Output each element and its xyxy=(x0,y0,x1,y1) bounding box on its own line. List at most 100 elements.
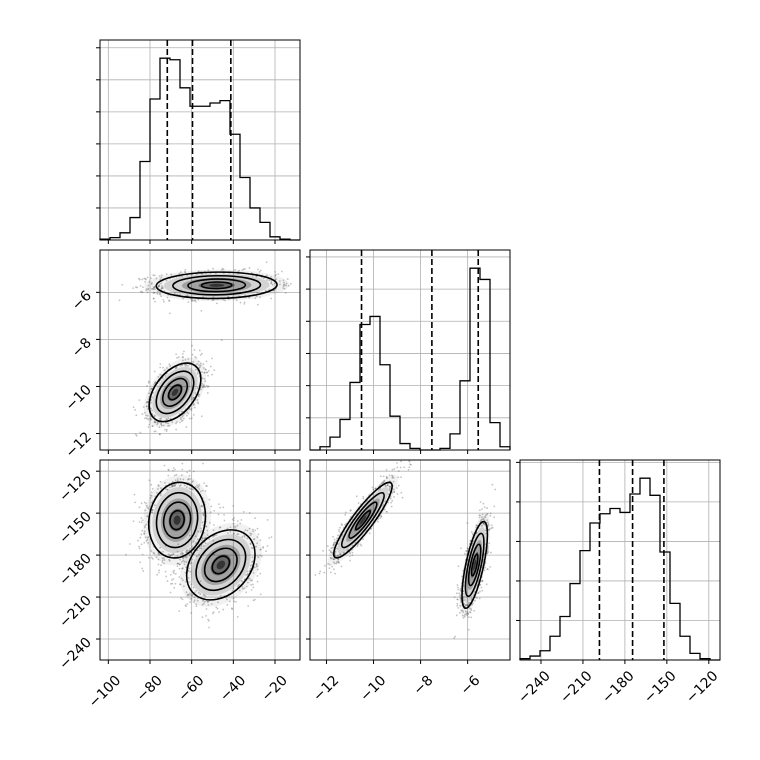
scatter-point xyxy=(486,568,489,571)
scatter-point xyxy=(197,360,200,363)
scatter-point xyxy=(198,488,201,490)
scatter-point xyxy=(192,404,195,406)
contour-line xyxy=(185,529,256,601)
scatter-point xyxy=(201,616,204,619)
scatter-point xyxy=(200,309,203,312)
scatter-point xyxy=(147,284,150,287)
scatter-point xyxy=(168,424,171,427)
scatter-point xyxy=(262,277,265,280)
scatter-point xyxy=(257,268,259,271)
scatter-point xyxy=(215,534,218,537)
scatter-point xyxy=(392,480,395,483)
scatter-point xyxy=(158,554,161,556)
scatter-point xyxy=(286,278,289,280)
contour-line xyxy=(461,520,489,610)
scatter-point xyxy=(179,558,182,561)
scatter-point xyxy=(197,370,199,373)
scatter-point xyxy=(191,593,194,596)
scatter-point xyxy=(368,532,371,535)
scatter-point xyxy=(204,368,207,371)
scatter-point xyxy=(140,533,143,536)
scatter-point xyxy=(167,488,169,491)
scatter-point xyxy=(248,577,251,580)
scatter-point xyxy=(259,296,261,299)
scatter-point xyxy=(455,592,458,595)
scatter-point xyxy=(192,360,195,363)
scatter-point xyxy=(378,488,381,491)
scatter-point xyxy=(159,546,162,549)
scatter-point xyxy=(178,567,181,570)
scatter-point xyxy=(195,603,198,606)
density-level xyxy=(209,283,225,287)
scatter-point xyxy=(248,527,251,530)
scatter-point xyxy=(146,401,148,403)
scatter-point xyxy=(142,286,144,289)
x-tick-label: −20 xyxy=(259,673,291,705)
scatter-point xyxy=(456,598,459,601)
scatter-point xyxy=(163,464,166,467)
scatter-point xyxy=(135,434,138,437)
scatter-point xyxy=(153,420,156,423)
scatter-point xyxy=(176,356,179,359)
scatter-point xyxy=(150,387,153,390)
scatter-point xyxy=(190,612,192,614)
scatter-point xyxy=(146,515,149,517)
scatter-point xyxy=(410,463,412,466)
scatter-point xyxy=(386,484,389,487)
scatter-point xyxy=(231,518,234,521)
scatter-point xyxy=(355,495,358,498)
scatter-point xyxy=(199,364,202,367)
scatter-point xyxy=(341,524,344,527)
scatter-point xyxy=(173,483,176,486)
scatter-point xyxy=(217,601,219,604)
scatter-point xyxy=(388,489,391,492)
scatter-point xyxy=(177,562,180,565)
y-tick-label: −180 xyxy=(56,551,95,590)
scatter-point xyxy=(183,270,186,273)
scatter-point xyxy=(153,370,156,373)
contour-line xyxy=(161,377,189,408)
scatter-point xyxy=(186,594,189,597)
scatter-point xyxy=(204,600,206,603)
scatter-point xyxy=(179,421,181,424)
scatter-point xyxy=(334,572,337,575)
scatter-point xyxy=(339,526,341,529)
scatter-point xyxy=(480,516,483,519)
scatter-point xyxy=(466,604,469,607)
scatter-point xyxy=(239,522,242,525)
scatter-point xyxy=(168,312,171,315)
scatter-point xyxy=(390,474,393,477)
scatter-point xyxy=(178,272,181,275)
scatter-point xyxy=(275,273,277,276)
scatter-point xyxy=(467,612,470,615)
scatter-point xyxy=(159,293,161,296)
scatter-point xyxy=(196,484,199,487)
scatter-point xyxy=(278,280,281,283)
scatter-point xyxy=(351,551,354,554)
scatter-point xyxy=(285,282,288,285)
scatter-point xyxy=(207,600,209,603)
scatter-point xyxy=(157,558,160,561)
scatter-point xyxy=(165,273,168,276)
scatter-point xyxy=(334,562,336,565)
scatter-point xyxy=(145,504,148,507)
scatter-point xyxy=(181,598,184,601)
scatter-point xyxy=(222,268,225,271)
scatter-point xyxy=(175,366,177,369)
scatter-point xyxy=(201,382,204,385)
scatter-point xyxy=(199,490,202,493)
scatter-point xyxy=(256,564,258,567)
scatter-point xyxy=(484,516,487,519)
panel-frame xyxy=(99,459,301,661)
scatter-point xyxy=(480,519,483,521)
scatter-point xyxy=(188,567,190,570)
scatter-point xyxy=(407,457,409,459)
scatter-point xyxy=(187,478,189,481)
density-level xyxy=(160,375,190,410)
scatter-point xyxy=(212,539,215,542)
scatter-point xyxy=(157,571,160,574)
scatter-point xyxy=(253,598,256,601)
scatter-point xyxy=(467,547,469,550)
density-level xyxy=(359,515,367,525)
scatter-point xyxy=(199,531,202,533)
